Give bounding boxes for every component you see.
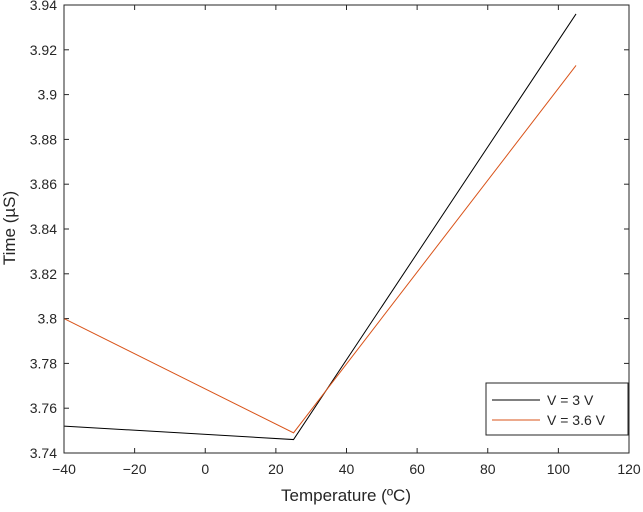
x-tick-label: 0 — [201, 461, 209, 477]
y-tick-label: 3.74 — [30, 445, 57, 461]
y-tick-label: 3.9 — [38, 87, 58, 103]
y-tick-label: 3.86 — [30, 176, 57, 192]
legend: V = 3 V V = 3.6 V — [485, 382, 629, 436]
series-line-1 — [63, 13, 577, 441]
x-tick-label: 20 — [268, 461, 284, 477]
y-tick-label: 3.76 — [30, 400, 57, 416]
y-axis-label: Time (µS) — [0, 191, 19, 265]
x-tick-label: 40 — [339, 461, 355, 477]
y-tick-label: 3.88 — [30, 131, 57, 147]
legend-box — [485, 382, 629, 436]
x-tick-label: −40 — [52, 461, 76, 477]
x-tick-label: 120 — [617, 461, 641, 477]
series-line-2 — [63, 65, 577, 434]
y-tick-label: 3.78 — [30, 355, 57, 371]
y-tick-label: 3.8 — [38, 311, 58, 327]
x-axis-label: Temperature (ºC) — [281, 486, 411, 505]
y-tick-label: 3.94 — [30, 0, 57, 13]
y-tick-label: 3.82 — [30, 266, 57, 282]
x-tick-label: −20 — [123, 461, 147, 477]
x-tick-label: 100 — [547, 461, 571, 477]
legend-label: V = 3.6 V — [547, 412, 606, 428]
y-tick-label: 3.92 — [30, 42, 57, 58]
x-tick-label: 60 — [409, 461, 425, 477]
y-tick-label: 3.84 — [30, 221, 57, 237]
x-tick-label: 80 — [480, 461, 496, 477]
legend-label: V = 3 V — [547, 392, 594, 408]
axes-box — [63, 4, 630, 454]
